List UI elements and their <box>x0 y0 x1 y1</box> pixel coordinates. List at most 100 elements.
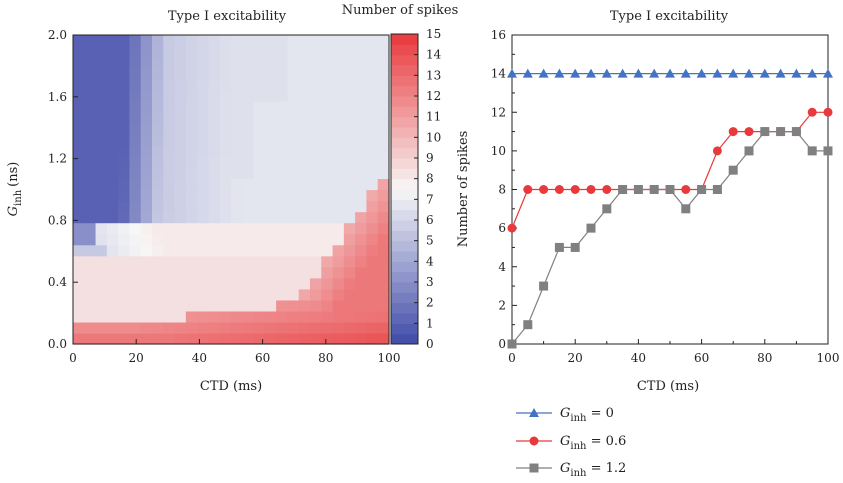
heatmap-ticks: 0 20 40 60 80 100 0.0 0.4 0.8 1.2 1.6 2.0 <box>48 28 401 365</box>
heatmap-cell <box>332 332 345 345</box>
heatmap-cell <box>343 156 356 169</box>
heatmap-cell <box>298 288 311 301</box>
heatmap-cell <box>366 222 379 235</box>
heatmap-cell <box>276 189 289 202</box>
heatmap-cell <box>163 266 176 279</box>
heatmap-cell <box>219 321 232 334</box>
heatmap-cell <box>106 90 119 102</box>
heatmap-cell <box>106 299 119 312</box>
heatmap-cell <box>129 277 142 290</box>
heatmap-cell <box>163 101 176 113</box>
heatmap-cell <box>174 244 187 257</box>
heatmap-cell <box>118 211 131 224</box>
heatmap-cell <box>287 233 300 246</box>
heatmap-cell <box>343 167 356 180</box>
heatmap-cell <box>197 200 210 213</box>
heatmap-cell <box>185 101 198 113</box>
heatmap-cell <box>163 299 176 312</box>
heatmap-cell <box>163 90 176 102</box>
heatmap-cell <box>219 222 232 235</box>
heatmap-y-tick-label: 0.0 <box>48 337 67 351</box>
legend-entry: Ginh = 0 <box>516 406 614 424</box>
heatmap-cell <box>208 266 221 279</box>
heatmap-cell <box>298 68 311 80</box>
heatmap-cell <box>321 255 334 268</box>
heatmap-cell <box>366 101 379 113</box>
legend-label-main: G <box>560 406 570 421</box>
heatmap-cell <box>73 211 85 224</box>
colorbar-cell <box>391 220 418 231</box>
heatmap-cell <box>208 200 221 213</box>
heatmap-cell <box>321 211 334 224</box>
heatmap-cell <box>118 321 131 334</box>
heatmap-cell <box>197 321 210 334</box>
heatmap-cell <box>343 90 356 102</box>
data-point <box>760 127 770 137</box>
heatmap-x-tick-label: 0 <box>69 351 77 365</box>
heatmap-cell <box>332 266 345 279</box>
heatmap-cell <box>310 211 322 224</box>
heatmap-cell <box>73 244 85 257</box>
heatmap-cell <box>84 101 97 113</box>
data-point <box>728 68 739 78</box>
data-point <box>665 185 675 194</box>
heatmap-cell <box>343 79 356 91</box>
data-point <box>807 68 818 78</box>
heatmap-cell <box>106 123 119 135</box>
heatmap-cell <box>310 222 322 235</box>
heatmap-cell <box>276 266 289 279</box>
heatmap-cell <box>129 288 142 301</box>
heatmap-cell <box>152 189 164 202</box>
heatmap-cell <box>332 288 345 301</box>
heatmap-cell <box>174 211 187 224</box>
heatmap-cell <box>287 255 300 268</box>
heatmap-cell <box>377 57 390 69</box>
heatmap-cell <box>219 255 232 268</box>
heatmap-cell <box>287 211 300 224</box>
heatmap-cell <box>129 35 142 47</box>
heatmap-cell <box>253 255 266 268</box>
heatmap-cell <box>84 123 97 135</box>
heatmap-cell <box>287 332 300 345</box>
heatmap-cell <box>118 200 131 213</box>
data-point <box>697 185 707 194</box>
heatmap-cell <box>95 46 108 58</box>
heatmap-cell <box>321 46 334 58</box>
data-point <box>586 185 596 194</box>
heatmap-cell <box>242 288 255 301</box>
heatmap-y-label: Ginh (ns) <box>6 162 24 217</box>
heatmap-cell <box>208 222 221 235</box>
colorbar-cell <box>391 240 418 252</box>
heatmap-cell <box>310 123 322 135</box>
heatmap-cell <box>106 35 119 47</box>
heatmap-cell <box>253 189 266 202</box>
heatmap-cell <box>343 321 356 334</box>
heatmap-cell <box>332 189 345 202</box>
heatmap-cell <box>84 35 97 47</box>
colorbar-tick-label: 15 <box>426 27 441 41</box>
heatmap-cell <box>276 101 289 113</box>
heatmap-cell <box>366 145 379 157</box>
colorbar-cell <box>391 116 418 128</box>
heatmap-cell <box>208 244 221 257</box>
heatmap-cell <box>73 277 85 290</box>
heatmap-cell <box>106 112 119 124</box>
heatmap-cell <box>242 211 255 224</box>
data-point <box>602 185 612 194</box>
heatmap-cell <box>185 68 198 80</box>
heatmap-cell <box>355 266 368 279</box>
heatmap-cell <box>163 321 176 334</box>
heatmap-cell <box>310 332 322 345</box>
data-point <box>649 68 660 78</box>
heatmap-cell <box>343 46 356 58</box>
heatmap-cell <box>174 123 187 135</box>
heatmap-cell <box>242 167 255 180</box>
heatmap-cell <box>219 332 232 345</box>
heatmap-cell <box>298 46 311 58</box>
heatmap-cell <box>321 123 334 135</box>
heatmap-cell <box>73 178 85 191</box>
heatmap-y-tick-label: 1.2 <box>48 152 67 166</box>
heatmap-cell <box>118 288 131 301</box>
heatmap-cell <box>140 156 153 169</box>
heatmap-cell <box>355 101 368 113</box>
